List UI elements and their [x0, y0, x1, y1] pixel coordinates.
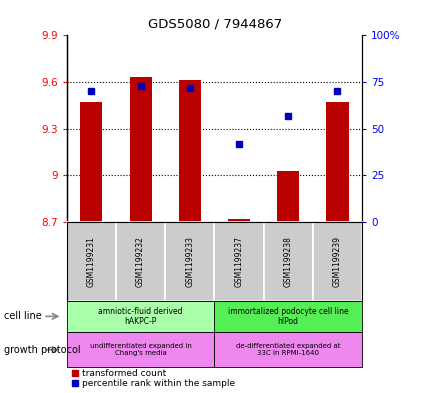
Bar [263, 222, 312, 301]
Bar [214, 332, 361, 367]
Text: GSM1199232: GSM1199232 [136, 236, 145, 287]
Bar [67, 332, 214, 367]
Text: immortalized podocyte cell line
hIPod: immortalized podocyte cell line hIPod [227, 307, 348, 326]
Legend: transformed count, percentile rank within the sample: transformed count, percentile rank withi… [71, 369, 235, 389]
Text: GDS5080 / 7944867: GDS5080 / 7944867 [148, 18, 282, 31]
Bar [178, 81, 200, 222]
Text: GSM1199233: GSM1199233 [185, 236, 194, 287]
Text: GSM1199231: GSM1199231 [87, 236, 96, 287]
Bar [276, 171, 298, 222]
Text: GSM1199238: GSM1199238 [283, 236, 292, 287]
Text: cell line: cell line [4, 311, 42, 321]
Bar [80, 102, 102, 222]
Bar [227, 219, 249, 222]
Text: GSM1199239: GSM1199239 [332, 236, 341, 287]
Bar [165, 222, 214, 301]
Text: amniotic-fluid derived
hAKPC-P: amniotic-fluid derived hAKPC-P [98, 307, 182, 326]
Bar [214, 301, 361, 332]
Text: growth protocol: growth protocol [4, 345, 81, 355]
Text: GSM1199237: GSM1199237 [234, 236, 243, 287]
Text: undifferentiated expanded in
Chang's media: undifferentiated expanded in Chang's med… [89, 343, 191, 356]
Bar [214, 222, 263, 301]
Bar [67, 222, 116, 301]
Bar [326, 102, 348, 222]
Bar [312, 222, 361, 301]
Bar [116, 222, 165, 301]
Bar [129, 77, 151, 222]
Bar [67, 301, 214, 332]
Text: de-differentiated expanded at
33C in RPMI-1640: de-differentiated expanded at 33C in RPM… [236, 343, 340, 356]
